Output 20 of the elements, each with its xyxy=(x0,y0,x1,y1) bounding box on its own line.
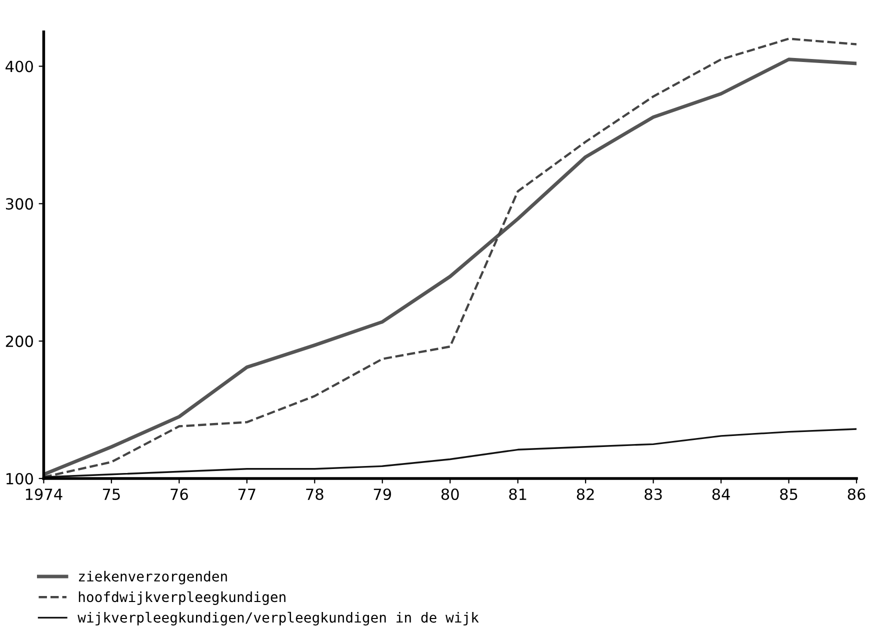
y-tick-label: 100 xyxy=(6,472,33,485)
x-tick-label: 75 xyxy=(102,488,120,500)
legend-label: ziekenverzorgenden xyxy=(78,570,227,584)
x-tick-label: 86 xyxy=(848,488,866,500)
legend-label: hoofdwijkverpleegkundigen xyxy=(78,591,286,605)
x-tick-label: 80 xyxy=(441,488,459,500)
x-tick-label: 1974 xyxy=(26,488,62,500)
x-tick-label: 82 xyxy=(576,488,594,500)
x-tick-label: 81 xyxy=(509,488,526,500)
x-tick-label: 85 xyxy=(780,488,798,500)
legend-label: wijkverpleegkundigen/verpleegkundigen in de wijk xyxy=(78,612,479,626)
x-tick-label: 77 xyxy=(238,488,256,500)
x-tick-label: 78 xyxy=(306,488,324,500)
x-tick-label: 83 xyxy=(644,488,662,500)
y-tick-label: 200 xyxy=(6,336,33,348)
x-tick-label: 79 xyxy=(374,488,392,500)
x-tick-label: 84 xyxy=(712,488,730,500)
y-tick-label: 400 xyxy=(6,60,33,72)
x-tick-label: 76 xyxy=(170,488,188,500)
y-tick-label: 300 xyxy=(6,198,33,210)
